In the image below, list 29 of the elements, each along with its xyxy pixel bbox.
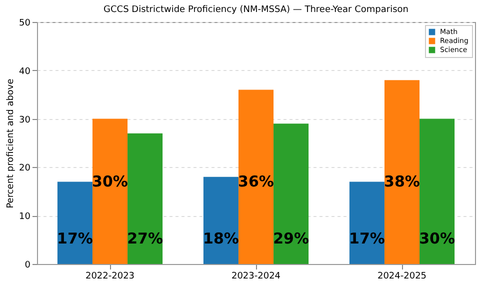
x-tick-label: 2023-2024 — [231, 272, 281, 282]
data-label: 30% — [92, 172, 128, 191]
x-tick-label: 2024-2025 — [377, 272, 427, 282]
data-label: 38% — [384, 172, 420, 191]
data-label: 18% — [203, 230, 239, 248]
bar — [92, 118, 128, 264]
y-tick-label: 40 — [19, 66, 31, 77]
data-label: 30% — [419, 230, 455, 248]
data-label: 27% — [127, 230, 163, 248]
data-label: 17% — [57, 230, 93, 248]
bar — [238, 90, 274, 264]
y-tick-label: 0 — [24, 260, 31, 270]
bar — [128, 133, 163, 264]
bar — [203, 176, 238, 264]
bar — [57, 182, 92, 264]
y-tick-label: 50 — [19, 18, 31, 28]
bar — [274, 124, 309, 264]
bar — [384, 80, 420, 264]
x-tick-label: 2022-2023 — [85, 272, 135, 282]
bar — [349, 182, 384, 264]
chart-title: GCCS Districtwide Proficiency (NM-MSSA) — Three-Year Comparison — [104, 5, 408, 15]
y-tick-label: 20 — [19, 164, 31, 174]
bar — [420, 118, 455, 264]
y-tick-label: 10 — [19, 212, 31, 222]
data-label: 29% — [273, 230, 309, 248]
y-axis-title: Percent proficient and above — [6, 78, 16, 208]
data-label: 36% — [238, 172, 274, 191]
data-label: 17% — [349, 230, 385, 248]
y-tick-label: 30 — [19, 115, 31, 126]
